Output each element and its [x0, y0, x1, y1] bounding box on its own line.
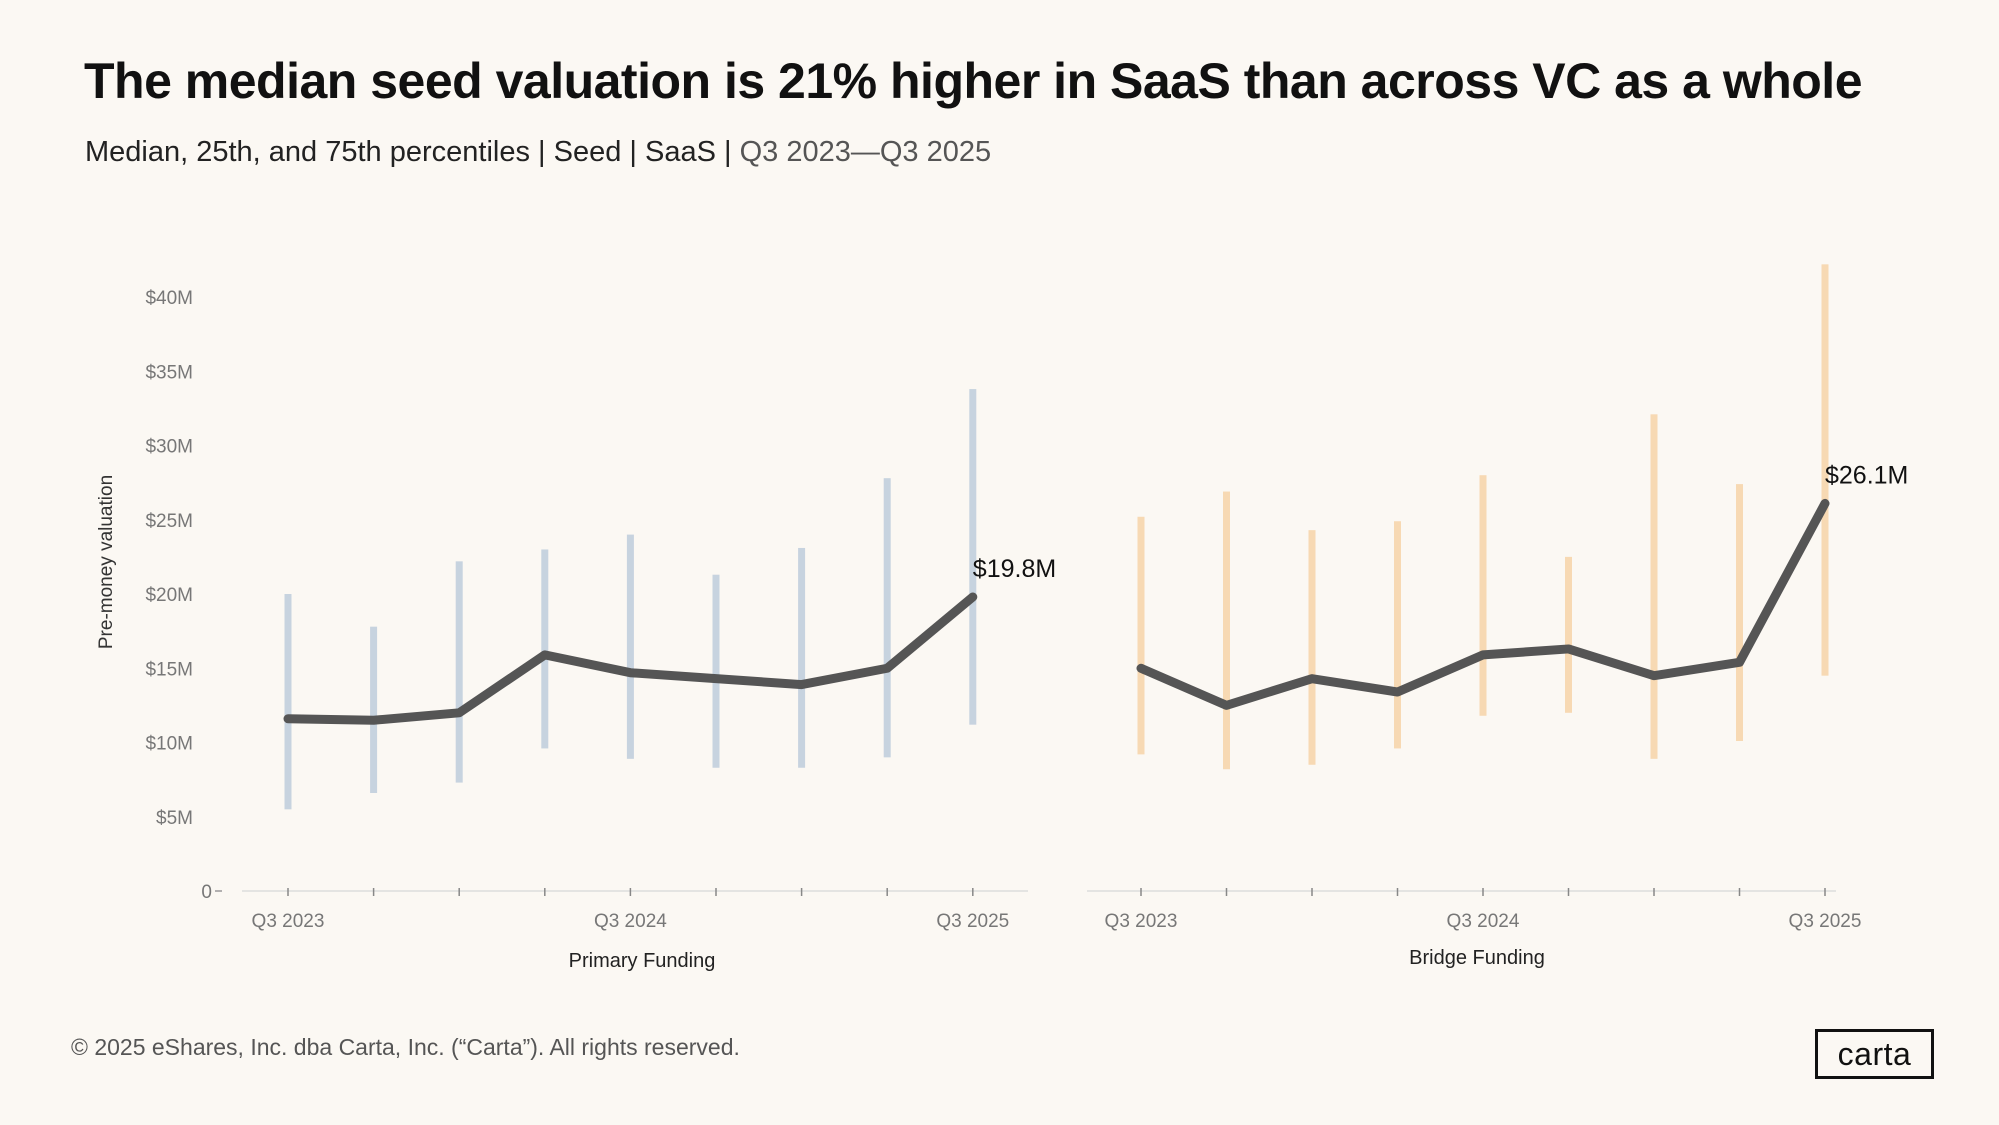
y-tick-label: $35M: [145, 362, 193, 383]
chart-subtitle: Median, 25th, and 75th percentiles | See…: [85, 136, 991, 169]
x-axis-title: Bridge Funding: [1409, 947, 1545, 969]
median-line: [283, 592, 978, 725]
percentile-range-bar: [1223, 491, 1230, 770]
y-axis-title: Pre-money valuation: [96, 475, 117, 649]
chart-area: 0 $5M $10M $15M $20M $25M $30M $35M $40M Pre-mone…: [96, 264, 1908, 972]
percentile-range-bar: [1479, 475, 1487, 716]
percentile-range-bar: [712, 574, 720, 768]
x-tick-label: Q3 2023: [1105, 911, 1178, 932]
subtitle-date-range: Q3 2023—Q3 2025: [739, 136, 992, 168]
subtitle-text: Median, 25th, and 75th percentiles | See…: [85, 136, 740, 168]
x-tick-label: Q3 2025: [1789, 911, 1862, 932]
median-line: [1136, 498, 1830, 710]
percentile-range-bar: [1565, 556, 1572, 713]
x-tick-label: Q3 2025: [936, 911, 1009, 932]
y-tick-label: $25M: [145, 511, 193, 532]
percentile-range-bar: [541, 549, 549, 749]
percentile-range-bar: [626, 534, 634, 759]
carta-logo: carta: [1815, 1029, 1934, 1079]
percentile-range-bar: [1137, 516, 1145, 755]
x-tick-label: Q3 2024: [1447, 911, 1520, 932]
chart-title: The median seed valuation is 21% higher …: [84, 53, 1863, 109]
percentile-range-bar: [883, 478, 891, 758]
percentile-range-bar: [1650, 414, 1658, 759]
copyright-footer: © 2025 eShares, Inc. dba Carta, Inc. (“C…: [71, 1034, 740, 1060]
x-axis-title: Primary Funding: [569, 950, 716, 972]
percentile-range-bar: [798, 547, 806, 768]
percentile-range-bar: [370, 626, 378, 793]
median-value-label: $19.8M: [973, 555, 1056, 583]
y-tick-label: 0: [201, 882, 212, 903]
percentile-range-bar: [284, 594, 292, 810]
percentile-range-bar: [1821, 264, 1829, 676]
x-tick-label: Q3 2023: [252, 911, 325, 932]
y-tick-label: $15M: [145, 659, 193, 680]
y-tick-label: $20M: [145, 585, 193, 606]
percentile-range-bar: [1308, 530, 1316, 765]
y-tick-label: $5M: [156, 808, 193, 829]
percentile-range-bar: [1736, 484, 1743, 742]
percentile-range-bar: [1394, 521, 1401, 749]
percentile-range-bar: [969, 389, 977, 725]
x-tick-label: Q3 2024: [594, 911, 667, 932]
logo-text: carta: [1837, 1035, 1912, 1072]
y-tick-label: $30M: [145, 437, 193, 458]
y-tick-label: $10M: [145, 734, 193, 755]
median-value-label: $26.1M: [1825, 461, 1908, 489]
y-tick-label: $40M: [145, 288, 193, 309]
percentile-range-bar: [455, 561, 463, 783]
